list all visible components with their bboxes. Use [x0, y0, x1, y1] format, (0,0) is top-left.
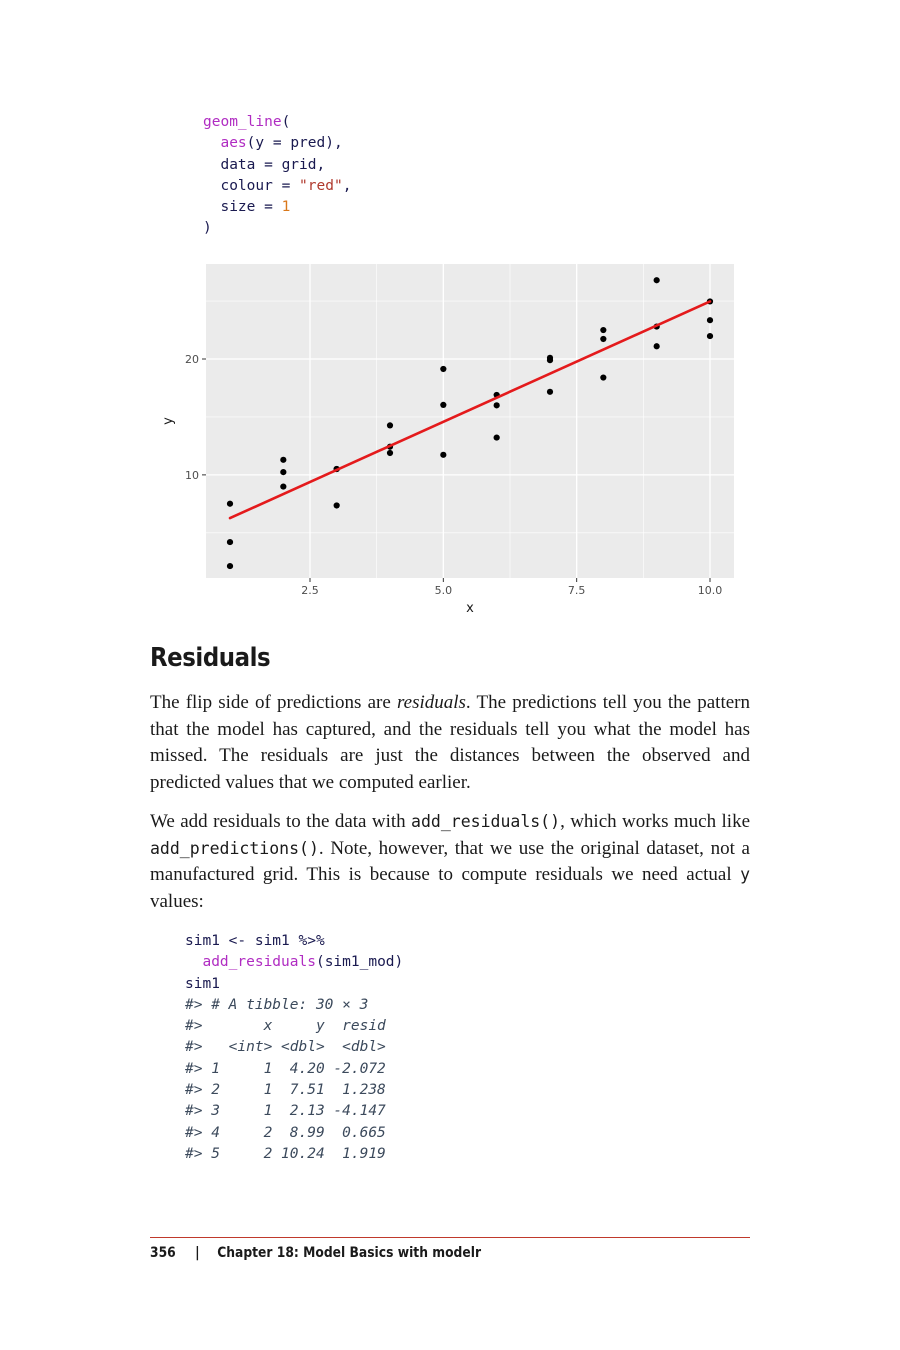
code-token: size = — [203, 199, 282, 216]
code-token: sim1 <- sim1 %>% — [185, 933, 325, 949]
code-line: #> x y resid — [185, 1016, 403, 1037]
code-line: ) — [203, 218, 351, 239]
code-token: , — [342, 177, 352, 194]
x-tick-label: 7.5 — [568, 584, 586, 597]
emphasis-residuals: residuals — [396, 692, 466, 713]
x-tick-label: 5.0 — [435, 584, 453, 597]
paragraph-text: . The predictions tell you the pattern t… — [150, 692, 750, 793]
footer-separator: | — [195, 1245, 200, 1261]
code-token: geom_line — [203, 114, 282, 130]
code-line: #> 4 2 8.99 0.665 — [185, 1123, 403, 1144]
data-point — [280, 456, 287, 463]
data-point — [386, 422, 394, 429]
code-block-residuals: sim1 <- sim1 %>% add_residuals(sim1_mod)… — [185, 931, 403, 1165]
x-tick-label: 2.5 — [301, 584, 319, 597]
code-line: #> 2 1 7.51 1.238 — [185, 1080, 403, 1101]
code-token: #> x y resid — [185, 1018, 386, 1035]
x-axis-title: x — [466, 601, 474, 616]
code-line: #> 5 2 10.24 1.919 — [185, 1144, 403, 1165]
code-token: #> 3 1 2.13 -4.147 — [185, 1103, 386, 1120]
code-token: ) — [203, 220, 212, 237]
plot-panel — [206, 264, 734, 578]
code-line: sim1 <- sim1 %>% — [185, 931, 403, 952]
y-axis-title: y — [161, 417, 176, 425]
page-footer: 356 | Chapter 18: Model Basics with modelr — [150, 1245, 481, 1261]
data-point — [546, 357, 554, 364]
paragraph-text: values: — [150, 890, 204, 912]
data-point — [226, 500, 234, 507]
data-point — [440, 451, 447, 458]
inline-code-add-predictions: add_predictions() — [150, 838, 319, 858]
data-point — [440, 401, 447, 408]
data-point — [706, 332, 714, 340]
y-tick-label: 10 — [185, 469, 199, 482]
x-tick-label: 10.0 — [698, 584, 723, 597]
code-token: #> <int> <dbl> <dbl> — [185, 1039, 386, 1056]
page-number: 356 — [150, 1245, 176, 1261]
code-line: #> <int> <dbl> <dbl> — [185, 1037, 403, 1058]
code-line: #> # A tibble: 30 × 3 — [185, 995, 403, 1016]
data-point — [600, 326, 607, 334]
code-line: sim1 — [185, 974, 403, 995]
paragraph-text: , which works much like — [560, 811, 750, 832]
paragraph-add-residuals: We add residuals to the data with add_re… — [150, 809, 750, 915]
code-token: #> 2 1 7.51 1.238 — [185, 1082, 386, 1099]
scatter-plot: 2.5 5.0 7.5 10.0 10 20 x y — [161, 264, 734, 616]
paragraph-text: The flip side of predictions are — [150, 692, 397, 713]
code-token: 1 — [281, 199, 291, 216]
code-token: (y = pred), — [246, 135, 343, 152]
code-token: #> 1 1 4.20 -2.072 — [185, 1060, 386, 1077]
data-point — [226, 562, 234, 570]
data-point — [653, 343, 660, 350]
y-tick-label: 20 — [185, 353, 199, 366]
paragraph-text: . Note, however, that we use the origina… — [150, 837, 750, 886]
code-token — [203, 135, 220, 151]
code-line: geom_line( — [203, 112, 351, 133]
code-line: data = grid, — [203, 155, 351, 176]
data-point — [440, 365, 447, 373]
code-token: sim1 — [185, 975, 220, 992]
code-line: colour = "red", — [203, 176, 351, 197]
code-token: #> 4 2 8.99 0.665 — [185, 1124, 386, 1141]
data-point — [493, 434, 500, 441]
data-point — [226, 538, 234, 546]
chapter-title: Chapter 18: Model Basics with modelr — [217, 1245, 482, 1261]
code-token: colour = — [203, 177, 300, 194]
data-point — [493, 402, 500, 409]
code-line: aes(y = pred), — [203, 133, 351, 154]
code-token: ( — [281, 114, 291, 130]
paragraph-text: We add residuals to the data with — [150, 811, 412, 832]
inline-code-add-residuals: add_residuals() — [411, 812, 561, 831]
code-token: #> 5 2 10.24 1.919 — [185, 1145, 386, 1162]
code-token: data = grid, — [203, 156, 326, 173]
data-point — [600, 374, 607, 381]
data-point — [386, 449, 394, 457]
inline-code-y: y — [740, 865, 750, 884]
code-token — [185, 954, 202, 970]
code-token: add_residuals — [202, 954, 316, 971]
code-line: size = 1 — [203, 197, 351, 218]
code-line: add_residuals(sim1_mod) — [185, 952, 403, 973]
paragraph-residuals-intro: The flip side of predictions are residua… — [150, 690, 750, 796]
code-block-plot: geom_line( aes(y = pred), data = grid, c… — [203, 112, 351, 240]
data-point — [706, 317, 714, 324]
prediction-line — [228, 300, 712, 520]
data-point — [546, 388, 554, 395]
code-token: (sim1_mod) — [315, 954, 404, 971]
code-line: #> 1 1 4.20 -2.072 — [185, 1059, 403, 1080]
data-point — [333, 502, 340, 509]
data-point — [653, 277, 660, 284]
code-token: aes — [220, 135, 247, 152]
section-heading: Residuals — [150, 643, 271, 673]
code-token: "red" — [299, 177, 343, 194]
code-token: #> # A tibble: 30 × 3 — [185, 996, 369, 1013]
code-line: #> 3 1 2.13 -4.147 — [185, 1101, 403, 1122]
data-point — [600, 335, 607, 343]
data-point — [280, 468, 287, 476]
footer-rule — [150, 1237, 750, 1238]
data-point — [280, 483, 287, 490]
